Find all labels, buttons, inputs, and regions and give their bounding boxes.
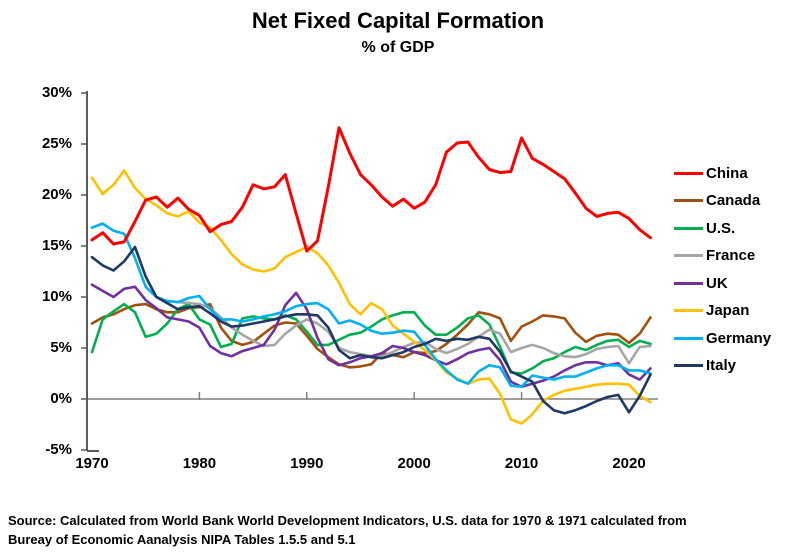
legend-item-germany: Germany xyxy=(674,329,771,347)
legend-label: Canada xyxy=(706,192,761,209)
legend-label: Germany xyxy=(706,329,772,347)
legend-swatch xyxy=(674,199,703,202)
legend-label: U.S. xyxy=(706,219,736,237)
y-tick-label: 0% xyxy=(50,390,72,407)
y-tick-label: 25% xyxy=(41,135,72,152)
series-line-italy xyxy=(90,245,652,415)
series-line-canada xyxy=(90,302,652,369)
legend-label: UK xyxy=(706,274,728,292)
y-tick-label: 15% xyxy=(41,237,72,254)
x-tick-label: 2010 xyxy=(504,455,539,472)
legend-item-us: U.S. xyxy=(674,219,735,237)
x-tick-label: 1970 xyxy=(75,455,109,472)
series-line-us xyxy=(90,302,652,375)
legend-label: Italy xyxy=(706,357,737,374)
legend-item-france: France xyxy=(674,247,755,265)
legend-swatch xyxy=(674,254,703,257)
legend-swatch xyxy=(674,281,703,285)
source-line-1: Source: Calculated from World Bank World… xyxy=(8,513,687,528)
series-line-japan xyxy=(90,169,652,425)
legend-item-china: China xyxy=(674,164,748,182)
series-line-china xyxy=(90,126,652,253)
y-tick-label: 30% xyxy=(41,84,72,101)
legend-label: China xyxy=(706,164,748,182)
x-tick-label: 1980 xyxy=(182,455,217,472)
legend-swatch xyxy=(674,336,703,340)
legend-item-italy: Italy xyxy=(674,357,736,375)
legend-item-uk: UK xyxy=(674,274,728,292)
chart-subtitle: % of GDP xyxy=(361,39,435,56)
source-line-2: Bureay of Economic Aanalysis NIPA Tables… xyxy=(8,532,356,547)
x-tick-label: 2020 xyxy=(612,455,646,472)
x-tick-label: 2000 xyxy=(397,455,431,472)
legend-swatch xyxy=(674,226,703,230)
legend-item-canada: Canada xyxy=(674,192,760,210)
y-tick-label: 20% xyxy=(41,186,72,203)
legend-swatch xyxy=(674,309,703,312)
legend-swatch xyxy=(674,171,703,175)
series-line-france xyxy=(165,299,652,365)
legend-item-japan: Japan xyxy=(674,302,749,320)
source-note: Source: Calculated from World Bank World… xyxy=(8,511,792,549)
legend-swatch xyxy=(674,364,703,367)
y-tick-label: 5% xyxy=(50,339,72,356)
y-tick-label: -5% xyxy=(45,441,72,458)
series-line-germany xyxy=(90,222,652,389)
y-tick-label: 10% xyxy=(41,288,72,305)
x-tick-label: 1990 xyxy=(290,455,324,472)
series-line-uk xyxy=(90,283,652,389)
legend-label: Japan xyxy=(706,302,750,319)
legend-label: France xyxy=(706,247,756,264)
chart-title: Net Fixed Capital Formation xyxy=(251,8,545,33)
